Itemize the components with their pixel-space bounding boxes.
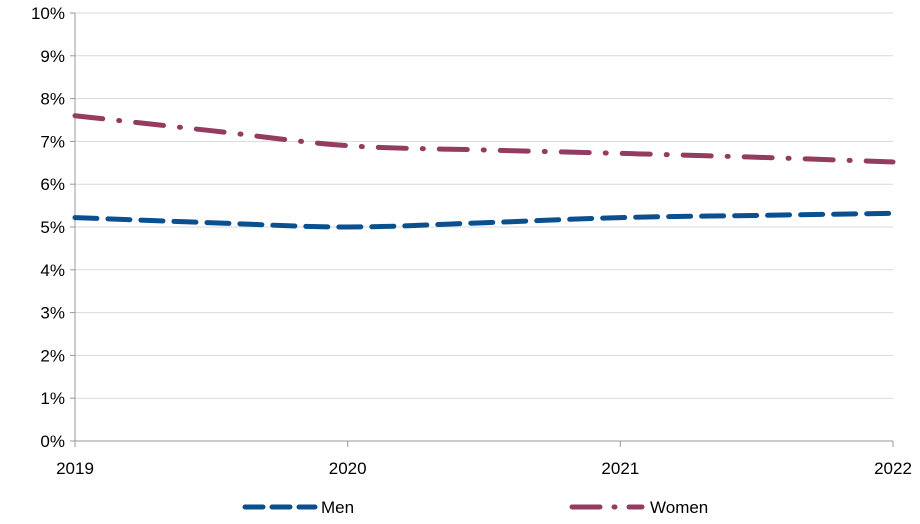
y-tick-label: 0%	[40, 432, 65, 451]
y-tick-label: 8%	[40, 90, 65, 109]
x-tick-label: 2020	[329, 459, 367, 478]
y-tick-label: 3%	[40, 304, 65, 323]
axes	[70, 12, 894, 447]
series-line-women	[72, 113, 896, 165]
y-tick-label: 10%	[31, 4, 65, 23]
x-tick-label: 2019	[56, 459, 94, 478]
series-lines	[72, 113, 896, 230]
gridlines	[75, 12, 893, 399]
x-axis-tick-labels: 2019 2020 2021 2022	[56, 459, 912, 478]
legend-label: Women	[650, 498, 708, 517]
y-tick-label: 5%	[40, 218, 65, 237]
y-tick-label: 1%	[40, 389, 65, 408]
y-tick-label: 9%	[40, 47, 65, 66]
legend-item-women: Women	[569, 498, 708, 517]
x-tick-label: 2021	[601, 459, 639, 478]
legend-item-men: Men	[242, 498, 354, 517]
legend: Men Women	[242, 498, 708, 517]
series-line-men	[72, 210, 896, 230]
y-tick-label: 7%	[40, 132, 65, 151]
y-tick-label: 6%	[40, 175, 65, 194]
y-tick-label: 2%	[40, 346, 65, 365]
y-tick-label: 4%	[40, 261, 65, 280]
legend-label: Men	[321, 498, 354, 517]
x-tick-label: 2022	[874, 459, 912, 478]
y-axis-tick-labels: 0% 1% 2% 3% 4% 5% 6% 7% 8% 9% 10%	[31, 4, 65, 451]
